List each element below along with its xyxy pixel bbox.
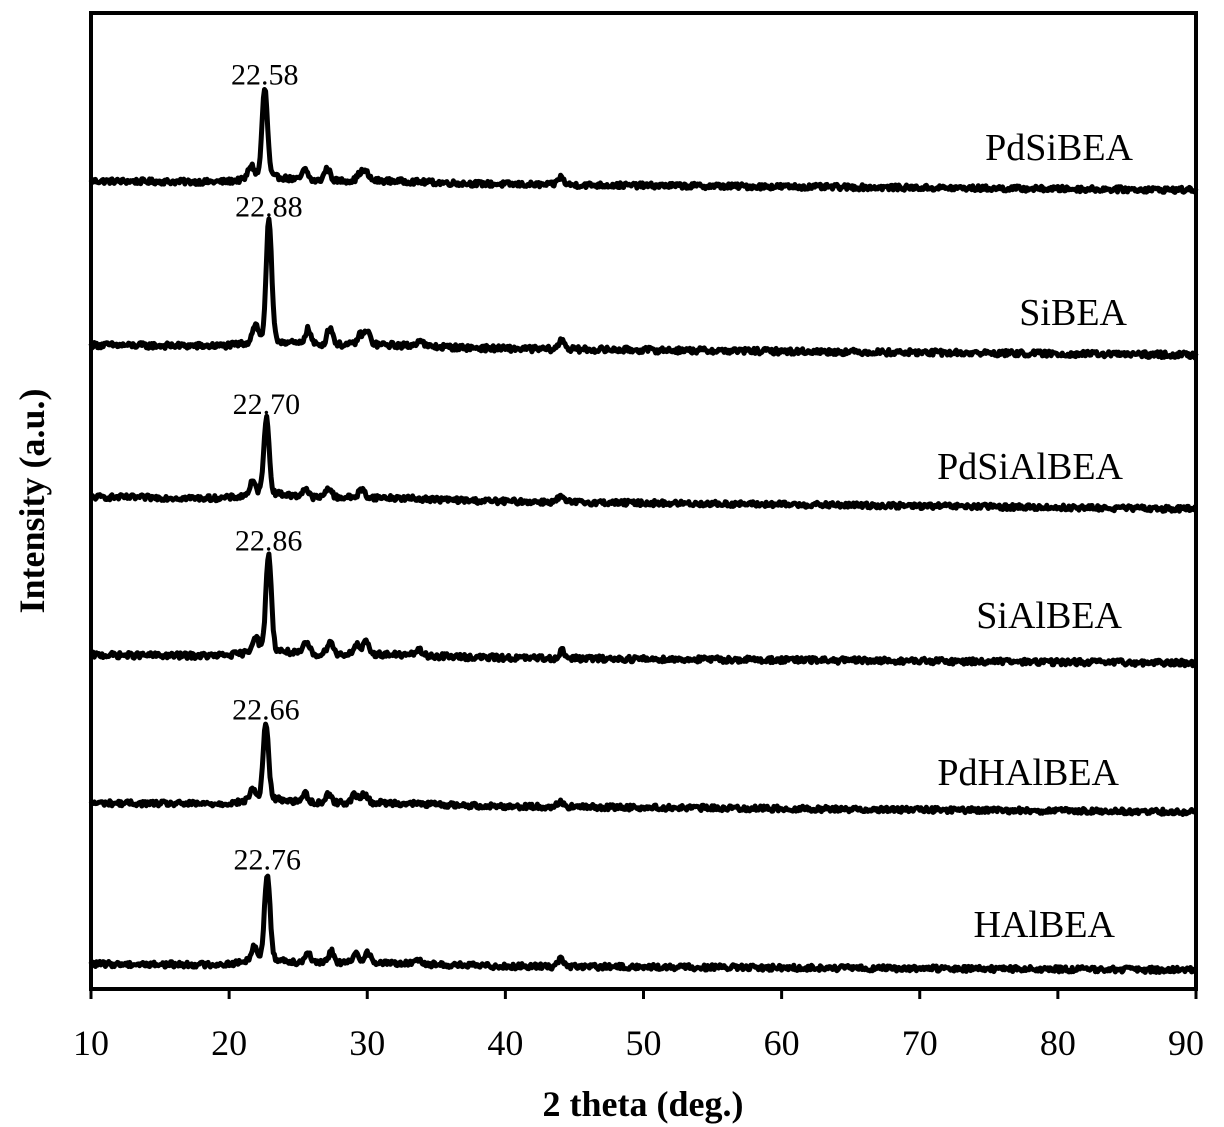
peak-label: 22.66 (232, 694, 300, 727)
series-label: PdSiBEA (985, 127, 1133, 169)
peak-label: 22.70 (233, 388, 301, 421)
x-tick-label: 30 (349, 1023, 385, 1063)
peak-label: 22.76 (233, 844, 301, 877)
x-tick-label: 80 (1040, 1023, 1076, 1063)
peak-label: 22.86 (235, 524, 303, 557)
series-line (89, 551, 1198, 669)
x-axis-title: 2 theta (deg.) (543, 1084, 744, 1124)
series-line (88, 216, 1199, 361)
series-label: SiBEA (1019, 292, 1127, 334)
series-layer: 22.58 PdSiBEA 22.88 SiBEA 22.70 PdSiAlBEA 22.8… (88, 58, 1199, 975)
series-PdSiBEA: 22.58 PdSiBEA (88, 58, 1199, 195)
series-line (88, 721, 1198, 817)
series-PdSiAlBEA: 22.70 PdSiAlBEA (89, 388, 1198, 514)
x-tick-label: 70 (902, 1023, 938, 1063)
peak-label: 22.58 (231, 58, 299, 91)
x-tick-label: 50 (626, 1023, 662, 1063)
series-label: PdSiAlBEA (937, 446, 1123, 488)
series-line (88, 87, 1199, 195)
series-SiAlBEA: 22.86 SiAlBEA (89, 524, 1198, 669)
x-tick-label: 60 (764, 1023, 800, 1063)
series-SiBEA: 22.88 SiBEA (88, 191, 1199, 361)
x-axis: 10 20 30 40 50 60 70 80 90 (73, 989, 1204, 1063)
peak-label: 22.88 (235, 191, 303, 224)
series-line (89, 413, 1198, 514)
series-label: HAlBEA (974, 904, 1116, 946)
x-tick-label: 20 (211, 1023, 247, 1063)
x-tick-label: 90 (1168, 1023, 1204, 1063)
series-label: PdHAlBEA (937, 752, 1119, 794)
y-axis-title: Intensity (a.u.) (12, 388, 52, 613)
series-HAlBEA: 22.76 HAlBEA (88, 844, 1199, 975)
series-label: SiAlBEA (976, 595, 1122, 637)
x-tick-label: 40 (487, 1023, 523, 1063)
x-tick-label: 10 (73, 1023, 109, 1063)
series-line (88, 873, 1199, 975)
series-PdHAlBEA: 22.66 PdHAlBEA (88, 694, 1198, 817)
